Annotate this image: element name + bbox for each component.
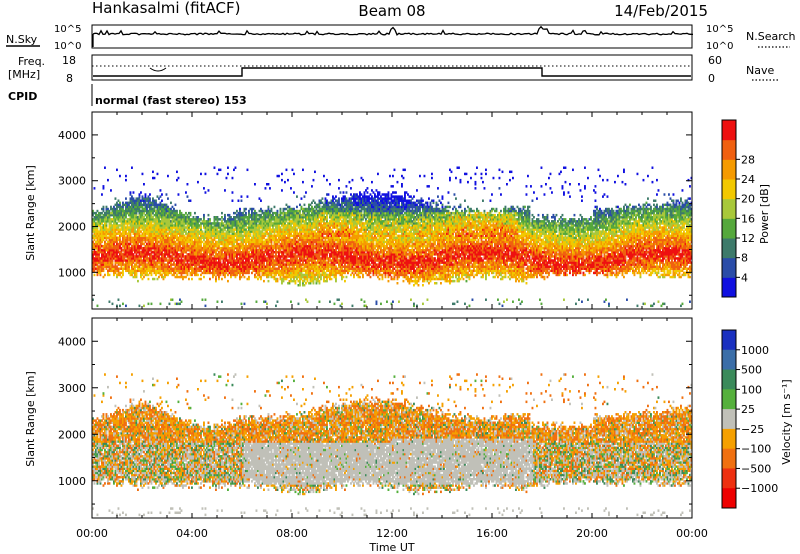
x-axis-labels: 00:00 04:00 08:00 12:00 16:00 20:00 00:00 <box>76 527 708 540</box>
colorbar-tick-label: −1000 <box>741 482 778 495</box>
x-tick-label: 00:00 <box>76 527 108 540</box>
x-axis-title: Time UT <box>368 541 414 554</box>
colorbar-tick-label: 25 <box>741 403 755 416</box>
noise-sky-trace <box>92 25 694 47</box>
freq-label-line2: [MHz] <box>8 68 40 81</box>
colorbar-swatch <box>722 389 736 410</box>
colorbar-tick-label: 1000 <box>741 344 769 357</box>
freq-label-line1: Freq. <box>18 55 45 68</box>
freq-tick-top: 18 <box>62 54 76 67</box>
power-colorbar: 4 8 12 16 20 24 28 <box>721 119 755 298</box>
noise-left-tick-top: 10^5 <box>54 24 81 35</box>
colorbar-swatch <box>722 159 736 180</box>
colorbar-tick-label: 28 <box>741 153 755 166</box>
colorbar-tick-label: 20 <box>741 193 755 206</box>
velocity-colorbar-label: Velocity [m s⁻¹] <box>780 379 793 464</box>
beam-title: Beam 08 <box>358 2 425 20</box>
colorbar-swatch <box>722 330 736 351</box>
colorbar-swatch <box>722 277 736 298</box>
x-tick-label: 16:00 <box>476 527 508 540</box>
cpid-label: CPID <box>8 90 37 103</box>
power-heatmap <box>92 166 692 308</box>
colorbar-tick-label: 100 <box>741 383 762 396</box>
nave-tick-top: 60 <box>708 54 722 67</box>
y-tick-label: 4000 <box>58 129 86 142</box>
colorbar-swatch <box>722 257 736 278</box>
colorbar-swatch <box>722 238 736 259</box>
colorbar-tick-label: 500 <box>741 364 762 377</box>
cpid-panel: CPID normal (fast stereo) 153 <box>8 84 247 107</box>
colorbar-swatch <box>722 198 736 219</box>
power-colorbar-label: Power [dB] <box>758 184 771 244</box>
frequency-panel: Freq. [MHz] 18 8 60 0 Nave <box>8 54 780 85</box>
colorbar-tick-label: 8 <box>741 252 748 265</box>
colorbar-swatch <box>722 488 736 509</box>
x-tick-label: 04:00 <box>176 527 208 540</box>
x-tick-label: 08:00 <box>276 527 308 540</box>
x-tick-label: 00:00 <box>676 527 708 540</box>
station-title: Hankasalmi (fitACF) <box>92 0 240 17</box>
x-tick-label: 20:00 <box>576 527 608 540</box>
velocity-colorbar: 1000 500 100 25 −25 −100 −500 −1000 <box>721 329 778 509</box>
velocity-heatmap <box>92 373 692 517</box>
y-tick-label: 2000 <box>58 428 86 441</box>
freq-tick-bottom: 8 <box>66 72 73 85</box>
noise-left-tick-bottom: 10^0 <box>54 41 81 52</box>
colorbar-swatch <box>722 448 736 469</box>
power-panel: 1000 2000 3000 4000 Slant Range [km] 4 8 12 16… <box>24 111 771 310</box>
colorbar-swatch <box>722 409 736 430</box>
power-ylabel: Slant Range [km] <box>24 165 37 261</box>
colorbar-swatch <box>722 139 736 160</box>
noise-right-tick-top: 10^5 <box>706 24 733 35</box>
noise-search-label: N.Search <box>746 30 796 43</box>
y-tick-label: 2000 <box>58 221 86 234</box>
colorbar-swatch <box>722 428 736 450</box>
y-tick-label: 1000 <box>58 475 86 488</box>
x-tick-label: 12:00 <box>376 527 408 540</box>
colorbar-swatch <box>722 349 736 371</box>
y-tick-label: 4000 <box>58 335 86 348</box>
colorbar-swatch <box>722 120 736 141</box>
y-tick-label: 1000 <box>58 266 86 279</box>
cpid-mode: normal (fast stereo) 153 <box>95 94 247 107</box>
colorbar-tick-label: −100 <box>741 443 771 456</box>
velocity-ylabel: Slant Range [km] <box>24 371 37 467</box>
frequency-trace <box>93 67 691 77</box>
y-tick-label: 3000 <box>58 382 86 395</box>
velocity-panel: 1000 2000 3000 4000 Slant Range [km] 1000 50… <box>24 317 793 519</box>
colorbar-swatch <box>722 179 736 200</box>
colorbar-swatch <box>722 218 736 239</box>
colorbar-tick-label: −25 <box>741 423 764 436</box>
colorbar-swatch <box>722 369 736 390</box>
noise-right-tick-bottom: 10^0 <box>706 41 733 52</box>
colorbar-swatch <box>722 468 736 489</box>
colorbar-tick-label: 12 <box>741 232 755 245</box>
colorbar-tick-label: −500 <box>741 462 771 475</box>
nave-label: Nave <box>746 64 774 77</box>
noise-panel: N.Sky 10^5 10^0 10^5 10^0 N.Search <box>6 24 796 52</box>
y-tick-label: 3000 <box>58 175 86 188</box>
noise-sky-label: N.Sky <box>6 33 38 46</box>
colorbar-tick-label: 16 <box>741 212 755 225</box>
nave-tick-bottom: 0 <box>708 72 715 85</box>
colorbar-tick-label: 4 <box>741 271 748 284</box>
colorbar-tick-label: 24 <box>741 173 755 186</box>
date-title: 14/Feb/2015 <box>614 2 708 20</box>
